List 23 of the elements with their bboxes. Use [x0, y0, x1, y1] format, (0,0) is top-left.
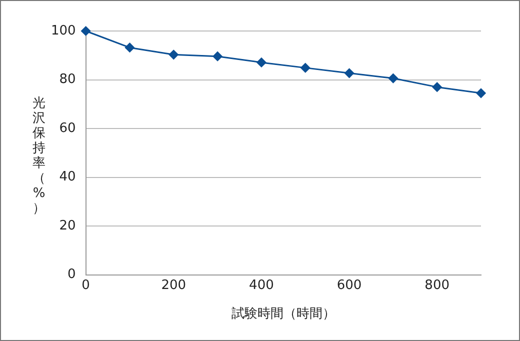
point — [476, 88, 486, 98]
y-tick-label: 60 — [59, 120, 76, 136]
x-axis-title: 試験時間（時間） — [231, 306, 336, 322]
y-tick-label: 100 — [50, 23, 76, 38]
y-tick-label: 80 — [59, 72, 76, 88]
point — [168, 50, 178, 60]
point — [81, 26, 91, 36]
x-tick-label: 400 — [249, 278, 274, 293]
x-tick-label: 600 — [336, 278, 362, 293]
x-tick-label: 800 — [424, 278, 450, 293]
point — [344, 68, 354, 78]
point — [212, 52, 222, 62]
x-tick-label: 0 — [82, 278, 90, 293]
point — [124, 42, 134, 52]
point — [388, 74, 398, 84]
point — [432, 82, 442, 92]
y-tick-label: 20 — [59, 218, 76, 234]
y-axis-title: 光沢保持率（%） — [32, 96, 46, 216]
y-tick-label: 40 — [59, 170, 76, 185]
x-tick-label: 200 — [161, 278, 186, 293]
point — [300, 63, 310, 73]
y-tick-label: 0 — [68, 267, 76, 282]
point — [256, 58, 266, 68]
